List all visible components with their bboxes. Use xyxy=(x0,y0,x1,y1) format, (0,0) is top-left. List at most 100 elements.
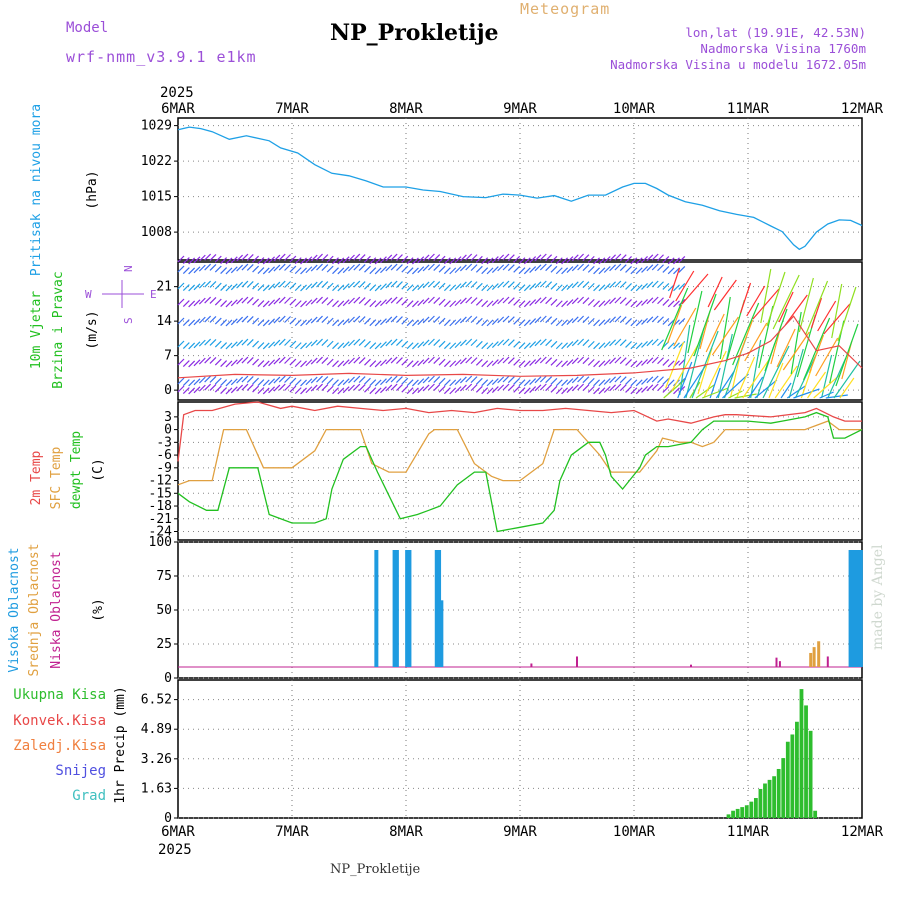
wind-barb xyxy=(433,254,441,262)
wind-barb xyxy=(593,300,601,308)
wind-barb xyxy=(630,360,638,368)
low-cloud-bar xyxy=(576,656,578,667)
wind-barb xyxy=(598,319,606,327)
wind-barb xyxy=(396,264,403,271)
wind-barb xyxy=(326,265,334,273)
wind-barb xyxy=(284,339,291,346)
wind-barb xyxy=(481,379,489,387)
wind-barb xyxy=(454,266,462,274)
wind-barb xyxy=(619,339,627,347)
wind-barb xyxy=(241,263,249,271)
wind-barb xyxy=(225,360,233,368)
time-label-bottom: 6MAR xyxy=(161,824,195,840)
precip-bar xyxy=(799,689,804,818)
wind-barb xyxy=(268,318,276,326)
wind-barb xyxy=(273,357,281,365)
wind-barb xyxy=(332,284,339,292)
wind-barb-strong xyxy=(817,300,837,332)
wind-barb xyxy=(278,280,286,288)
mid-cloud-bar xyxy=(812,647,816,667)
wind-barb xyxy=(209,254,217,261)
wind-barb xyxy=(225,257,233,265)
wind-barb xyxy=(236,376,244,384)
wind-barb xyxy=(561,257,569,265)
wind-barb xyxy=(209,316,217,323)
wind-barb xyxy=(417,256,425,264)
wind-barb xyxy=(641,359,648,366)
wind-barb xyxy=(641,318,648,325)
wind-barb xyxy=(182,319,190,326)
wind-barb xyxy=(326,317,334,325)
wind-barb xyxy=(587,385,595,393)
wind-barb xyxy=(497,384,505,392)
wind-barb xyxy=(651,338,659,346)
wind-barb xyxy=(475,358,483,366)
wind-barb xyxy=(262,360,270,368)
wind-barb xyxy=(513,265,521,273)
wind-barb xyxy=(230,256,238,264)
wind-barb xyxy=(673,342,680,350)
wind-barb xyxy=(369,319,377,327)
high-cloud-bar xyxy=(439,600,444,667)
wind-barb xyxy=(220,257,228,265)
wind-barb xyxy=(406,379,414,387)
wind-barb xyxy=(326,358,334,366)
wind-barb xyxy=(433,297,441,305)
time-label-top: 12MAR xyxy=(841,101,884,117)
wind-barb xyxy=(337,387,345,395)
wind-barb xyxy=(204,383,212,391)
wind-barb xyxy=(443,360,451,368)
wind-barb xyxy=(529,266,537,273)
wind-barb xyxy=(641,256,648,263)
wind-barb xyxy=(470,384,478,392)
wind-barb-strong xyxy=(695,384,715,399)
wind-barb xyxy=(348,376,355,384)
y-tick-label: -12 xyxy=(149,474,172,489)
wind-barb xyxy=(646,376,654,384)
wind-barb xyxy=(364,282,371,290)
wind-barb xyxy=(507,254,515,262)
wind-barb xyxy=(204,338,212,346)
wind-barb-strong xyxy=(798,277,814,333)
wind-barb xyxy=(332,319,339,327)
wind-barb xyxy=(673,257,680,265)
year-label-bottom: 2025 xyxy=(158,842,192,858)
wind-barb xyxy=(209,357,217,364)
wind-barb xyxy=(380,341,387,349)
y-tick-label: 1029 xyxy=(141,119,172,134)
wind-barb xyxy=(214,282,222,290)
wind-barb xyxy=(262,257,270,265)
wind-barb xyxy=(582,376,590,384)
wind-barb xyxy=(486,319,494,327)
wind-barb xyxy=(545,384,553,392)
wind-barb xyxy=(321,339,329,346)
wind-barb xyxy=(182,342,190,349)
wind-barb xyxy=(385,297,393,305)
wind-barb xyxy=(412,300,419,308)
wind-barb xyxy=(332,387,339,395)
wind-barb xyxy=(273,316,281,324)
wind-barb xyxy=(342,266,350,274)
wind-barb xyxy=(561,267,569,275)
wind-barb xyxy=(587,298,595,306)
wind-barb xyxy=(294,284,302,292)
wind-barb xyxy=(412,267,419,275)
wind-barb xyxy=(332,379,339,387)
wind-barb xyxy=(427,253,435,261)
wind-barb xyxy=(582,339,590,347)
wind-barb xyxy=(214,377,222,385)
wind-barb xyxy=(220,379,228,387)
wind-barb xyxy=(475,377,483,385)
wind-barb xyxy=(491,256,499,264)
y-tick-label: 21 xyxy=(156,280,172,295)
wind-barb xyxy=(300,300,307,308)
wind-barb xyxy=(252,317,260,325)
wind-barb xyxy=(534,254,542,262)
wind-barb xyxy=(433,316,441,324)
wind-barb-strong xyxy=(685,327,705,399)
wind-barb xyxy=(481,387,489,395)
wind-barb xyxy=(502,375,510,383)
wind-barb xyxy=(417,386,425,394)
wind-barb xyxy=(577,263,585,271)
y-tick-label: 1.63 xyxy=(141,781,172,796)
